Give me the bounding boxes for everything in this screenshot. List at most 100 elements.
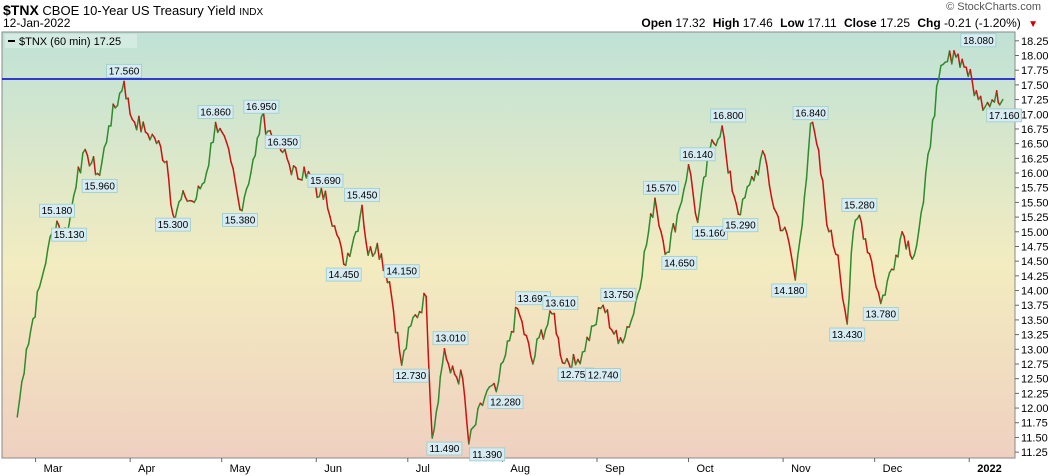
price-segment xyxy=(975,90,980,101)
price-segment xyxy=(602,304,607,314)
y-tick-label: 12.50 xyxy=(1021,374,1049,386)
price-segment xyxy=(36,286,41,293)
price-segment xyxy=(182,190,186,198)
price-segment xyxy=(363,226,367,244)
price-segment xyxy=(230,160,234,170)
price-segment xyxy=(512,306,517,333)
price-segment xyxy=(937,64,942,80)
y-tick-label: 11.75 xyxy=(1021,418,1048,430)
price-segment xyxy=(451,365,456,375)
low-label: Low xyxy=(780,16,805,30)
annotation-box xyxy=(243,99,280,114)
price-segment xyxy=(236,195,241,211)
open-value: 17.32 xyxy=(675,16,706,30)
price-segment xyxy=(477,402,482,410)
price-segment xyxy=(700,176,705,192)
price-segment xyxy=(683,179,687,191)
x-tick-label: Oct xyxy=(697,463,714,475)
y-tick-label: 14.00 xyxy=(1021,286,1049,298)
close-label: Close xyxy=(843,16,877,30)
price-segment xyxy=(918,211,922,231)
annotation-box xyxy=(487,395,524,410)
y-tick-label: 18.00 xyxy=(1021,51,1049,63)
price-segment xyxy=(103,141,108,149)
symbol-name: CBOE 10-Year US Treasury Yield xyxy=(42,3,236,18)
price-segment xyxy=(166,160,170,181)
price-segment xyxy=(922,172,927,204)
price-segment xyxy=(390,295,395,312)
price-segment xyxy=(340,247,345,265)
open-label: Open xyxy=(641,16,673,30)
price-segment xyxy=(690,174,694,195)
price-segment xyxy=(860,221,865,240)
price-segment xyxy=(555,333,560,339)
price-segment xyxy=(40,269,45,280)
price-segment xyxy=(333,225,338,236)
price-segment xyxy=(674,214,679,233)
price-segment xyxy=(559,354,564,364)
price-segment xyxy=(822,180,826,205)
price-segment xyxy=(336,234,340,240)
annotation-label: 12.730 xyxy=(396,371,427,382)
price-segment xyxy=(784,226,788,235)
price-segment xyxy=(159,145,164,162)
price-segment xyxy=(584,336,588,352)
price-segment xyxy=(258,116,263,136)
price-segment xyxy=(427,350,431,400)
annotation-label: 14.650 xyxy=(664,258,695,269)
price-segment xyxy=(180,190,184,201)
price-segment xyxy=(157,139,162,148)
price-segment xyxy=(794,256,799,281)
price-segment xyxy=(464,396,468,423)
price-segment xyxy=(396,331,401,353)
price-segment xyxy=(735,203,740,215)
price-segment xyxy=(345,252,349,267)
price-segment xyxy=(698,190,703,209)
price-segment xyxy=(572,353,577,366)
ohlc-readout: Open 17.32 High 17.46 Low 17.11 Close 17… xyxy=(641,16,1042,30)
price-segment xyxy=(813,131,818,145)
price-segment xyxy=(658,225,662,233)
price-segment xyxy=(858,214,863,223)
price-segment xyxy=(290,165,295,176)
annotation-box xyxy=(722,218,759,233)
annotation-label: 17.160 xyxy=(989,111,1020,122)
price-segment xyxy=(715,138,719,147)
price-segment xyxy=(660,231,664,242)
annotation-box xyxy=(154,217,191,232)
annotation-box xyxy=(792,106,829,121)
price-segment xyxy=(405,326,410,350)
y-tick-label: 14.50 xyxy=(1021,256,1049,268)
annotation-label: 11.390 xyxy=(472,450,502,461)
annotation-box xyxy=(585,368,621,382)
annotation-label: 16.140 xyxy=(682,150,713,161)
x-axis: Mar Apr May Jun Jul Aug Sep Oct Nov Dec 2022 xyxy=(35,458,1002,475)
price-segment xyxy=(764,154,768,168)
price-segment xyxy=(935,78,940,88)
price-segment xyxy=(637,287,641,295)
y-tick-label: 17.25 xyxy=(1021,95,1049,107)
annotation-label: 12.280 xyxy=(490,398,521,409)
price-segment xyxy=(868,253,873,262)
price-segment xyxy=(692,192,697,214)
price-segment xyxy=(696,207,701,224)
annotation-box xyxy=(710,108,747,123)
price-segment xyxy=(913,244,918,257)
price-segment xyxy=(929,119,934,148)
annotation-box xyxy=(106,63,142,78)
annotation-box xyxy=(643,180,679,195)
x-tick-label: Apr xyxy=(138,463,155,475)
price-segment xyxy=(995,90,999,104)
price-segment xyxy=(817,149,822,175)
y-tick-label: 17.50 xyxy=(1021,80,1049,92)
price-segment xyxy=(768,184,773,199)
price-segment xyxy=(116,92,121,107)
legend-box xyxy=(5,34,137,48)
price-segment xyxy=(416,310,421,319)
price-segment xyxy=(579,351,584,365)
annotation-box xyxy=(600,287,637,302)
price-segment xyxy=(753,169,757,182)
price-segment xyxy=(961,58,965,68)
price-segment xyxy=(546,310,551,326)
